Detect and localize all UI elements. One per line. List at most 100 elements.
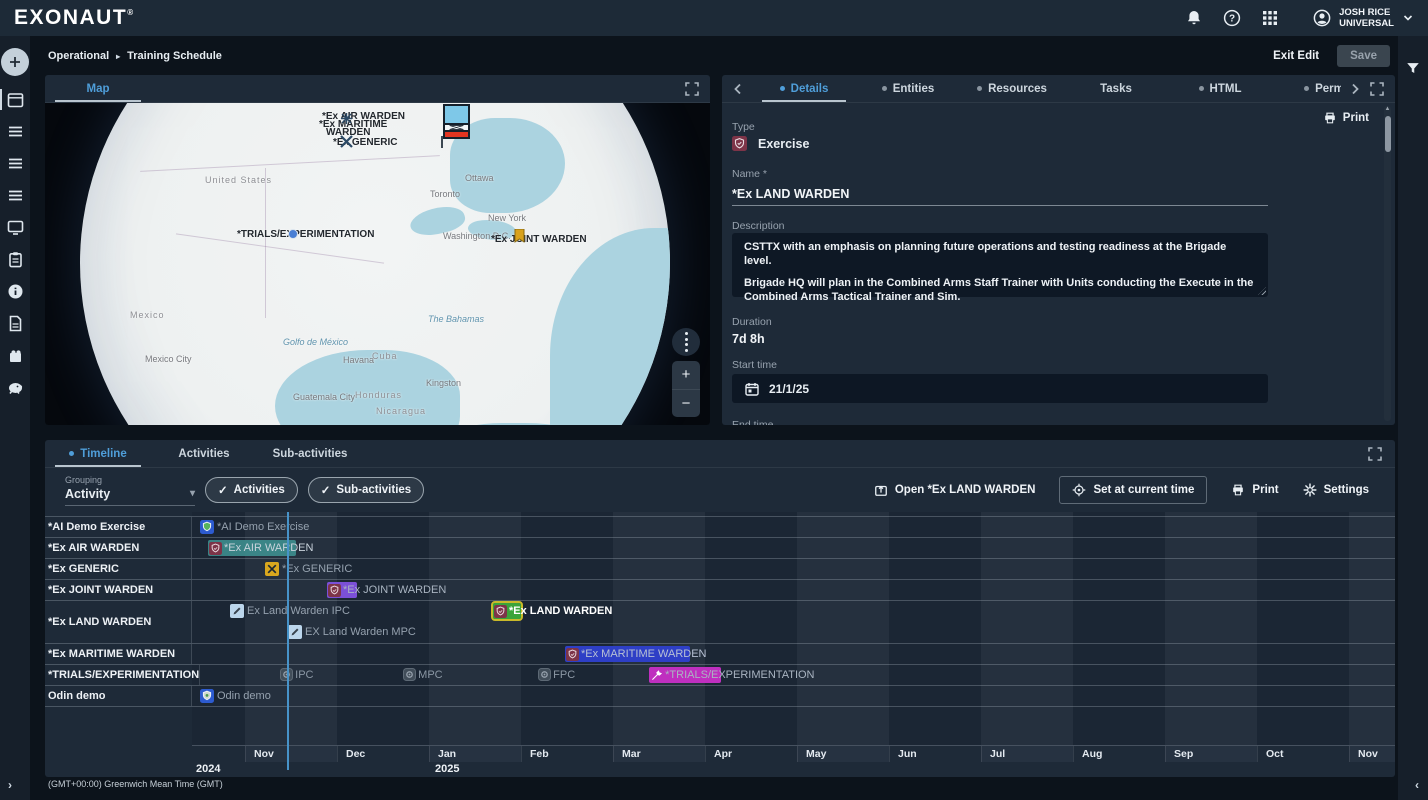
- odin-event-icon[interactable]: [200, 689, 214, 703]
- map-marker-joint-warden[interactable]: *Ex JOINT WARDEN: [491, 234, 587, 245]
- tab-html[interactable]: HTML: [1168, 75, 1272, 102]
- sidebar-item-clipboard-icon[interactable]: [7, 251, 24, 268]
- set-at-current-time-button[interactable]: Set at current time: [1059, 476, 1208, 504]
- chip-activities[interactable]: ✓ Activities: [205, 477, 298, 503]
- tabs-scroll-left-icon[interactable]: [730, 81, 746, 97]
- map-generic-marker-icon[interactable]: [340, 135, 353, 148]
- map-fullscreen-icon[interactable]: [684, 81, 700, 97]
- printer-icon: [1233, 484, 1244, 496]
- map-joint-marker-icon[interactable]: [513, 229, 526, 248]
- sidebar-item-piggy-bank-icon[interactable]: [7, 379, 24, 396]
- gantt-bar-text: *Ex AIR WARDEN: [224, 542, 314, 554]
- shield-icon: [328, 583, 341, 597]
- map-zoom-out-button[interactable]: −: [681, 394, 691, 412]
- filter-funnel-icon[interactable]: [1405, 60, 1421, 76]
- gantt-bar--ex-land-warden[interactable]: [491, 601, 523, 621]
- pencil-event-icon[interactable]: [230, 604, 244, 618]
- milestone-mpc[interactable]: [403, 668, 417, 681]
- add-button[interactable]: [1, 48, 29, 76]
- gantt-row: *Ex JOINT WARDEN *Ex JOINT WARDEN: [45, 580, 1395, 601]
- timeline-fullscreen-icon[interactable]: [1367, 446, 1383, 462]
- details-fullscreen-icon[interactable]: [1369, 81, 1385, 97]
- details-print-button[interactable]: Print: [1323, 111, 1369, 125]
- grouping-label: Grouping: [65, 474, 103, 485]
- map-canvas[interactable]: United States Ottawa Toronto New York Washin…: [45, 103, 710, 425]
- tab-tasks[interactable]: Tasks: [1100, 82, 1132, 95]
- generic-event-icon[interactable]: [265, 562, 279, 576]
- ai-event-icon[interactable]: [200, 520, 214, 534]
- sidebar-item-monitor-icon[interactable]: [7, 219, 24, 236]
- user-menu[interactable]: JOSH RICE UNIVERSAL: [1313, 7, 1414, 29]
- tab-map[interactable]: Map: [45, 75, 151, 102]
- expand-left-rail-chevron[interactable]: ›: [8, 778, 12, 792]
- description-textarea[interactable]: CSTTX with an emphasis on planning futur…: [732, 233, 1268, 303]
- breadcrumb: Operational ▸ Training Schedule: [48, 50, 222, 62]
- gantt-bar--trials-experimentation[interactable]: [649, 667, 722, 683]
- gantt-bar--ex-joint-warden[interactable]: [327, 582, 357, 598]
- milestone-fpc[interactable]: [538, 668, 552, 681]
- chevron-down-icon: [1402, 12, 1414, 24]
- timeline-controls-row: Grouping Activity ▾ ✓ Activities ✓ Sub-activ…: [45, 468, 1395, 512]
- sidebar-item-activity-list-icon[interactable]: [7, 187, 24, 204]
- tab-details[interactable]: Details: [752, 75, 856, 102]
- gantt-row-label: *Ex JOINT WARDEN: [45, 580, 192, 600]
- collapse-right-rail-chevron[interactable]: ‹: [1415, 778, 1419, 792]
- gantt-row-label: *Ex AIR WARDEN: [45, 538, 192, 558]
- name-input[interactable]: *Ex LAND WARDEN: [732, 187, 850, 201]
- gantt-bar-text: *Ex LAND WARDEN: [509, 605, 613, 617]
- save-button[interactable]: Save: [1337, 45, 1390, 67]
- pencil-event-icon[interactable]: [288, 625, 302, 639]
- timeline-panel: Timeline Activities Sub-activities Groupin…: [45, 440, 1395, 777]
- notifications-bell-icon[interactable]: [1185, 9, 1203, 27]
- map-place-label: United States: [205, 175, 273, 185]
- month-header-jun-7: Jun: [889, 746, 981, 762]
- tabs-scroll-right-icon[interactable]: [1347, 81, 1363, 97]
- month-header-oct-11: Oct: [1257, 746, 1349, 762]
- svg-text:?: ?: [1229, 14, 1235, 25]
- map-marker-maritime-warden[interactable]: *Ex MARITIME: [319, 119, 388, 130]
- gantt-row-label: *Ex GENERIC: [45, 559, 192, 579]
- breadcrumb-section[interactable]: Operational: [48, 50, 110, 62]
- gantt-bar--ex-air-warden[interactable]: [208, 540, 296, 556]
- sidebar-item-plugin-icon[interactable]: [7, 347, 24, 364]
- map-options-kebab-icon[interactable]: [672, 328, 700, 356]
- milestone-ipc[interactable]: [280, 668, 294, 681]
- map-place-label: Cuba: [372, 351, 398, 361]
- map-marker-generic[interactable]: *Ex GENERIC: [333, 137, 398, 148]
- chip-sub-activities[interactable]: ✓ Sub-activities: [307, 477, 425, 503]
- map-marker-trials[interactable]: *TRIALS/EXPERIMENTATION: [237, 229, 375, 240]
- tab-entities[interactable]: Entities: [856, 75, 960, 102]
- map-marker-air-warden[interactable]: *Ex AIR WARDEN: [322, 111, 405, 122]
- grouping-select[interactable]: Grouping Activity ▾: [65, 475, 195, 506]
- gantt-chart: *AI Demo Exercise *AI Demo Exercise *Ex AI…: [45, 512, 1395, 777]
- start-time-input[interactable]: 21/1/25: [732, 374, 1268, 403]
- sidebar-item-document-icon[interactable]: [7, 315, 24, 332]
- gantt-bar-text: *Ex MARITIME WARDEN: [581, 648, 707, 660]
- sidebar-item-operations-list-icon[interactable]: [7, 123, 24, 140]
- tab-resources[interactable]: Resources: [960, 75, 1064, 102]
- apps-grid-icon[interactable]: [1261, 9, 1279, 27]
- timeline-print-button[interactable]: Print: [1231, 483, 1279, 497]
- help-icon[interactable]: ?: [1223, 9, 1241, 27]
- month-header-nov-12: Nov: [1349, 746, 1395, 762]
- sidebar-item-calendar-icon[interactable]: [0, 89, 24, 110]
- scrollbar-thumb[interactable]: [1384, 116, 1391, 152]
- tab-activities[interactable]: Activities: [178, 447, 230, 460]
- exit-edit-button[interactable]: Exit Edit: [1273, 50, 1320, 62]
- open-exercise-button[interactable]: Open *Ex LAND WARDEN: [874, 483, 1035, 497]
- tab-perm[interactable]: Perm: [1272, 75, 1341, 102]
- selected-exercise-map-marker[interactable]: [441, 104, 470, 148]
- map-marker-maritime-warden-2: WARDEN: [326, 127, 371, 138]
- tab-sub-activities[interactable]: Sub-activities: [272, 447, 348, 460]
- sidebar-item-info-icon[interactable]: [7, 283, 24, 300]
- map-air-marker-icon[interactable]: [341, 113, 352, 124]
- sidebar-item-planning-list-icon[interactable]: [7, 155, 24, 172]
- tab-timeline[interactable]: Timeline: [45, 440, 151, 467]
- details-scrollbar[interactable]: ▲: [1384, 106, 1391, 421]
- timeline-settings-button[interactable]: Settings: [1303, 483, 1369, 497]
- map-zoom-in-button[interactable]: +: [672, 361, 700, 390]
- gantt-bar--ex-maritime-warden[interactable]: [565, 646, 690, 662]
- map-place-label: Nicaragua: [376, 406, 427, 416]
- map-trials-marker-icon[interactable]: [288, 229, 298, 239]
